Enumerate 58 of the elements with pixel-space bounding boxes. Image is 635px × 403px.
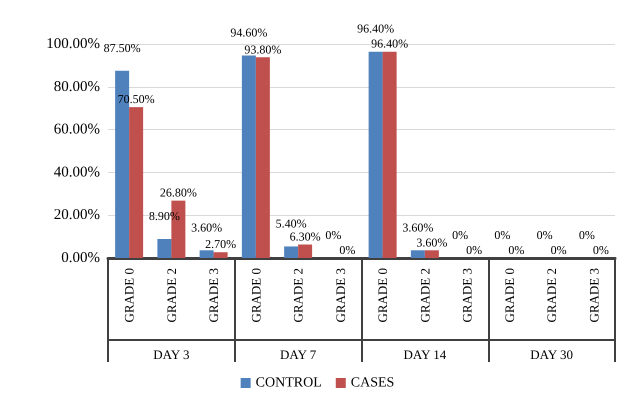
data-label: 3.60% <box>191 220 222 234</box>
data-label: 96.40% <box>357 22 394 36</box>
data-label: 93.80% <box>244 42 282 56</box>
text: DAY 7 <box>280 347 317 362</box>
y-tick-label: 80.00% <box>54 78 100 95</box>
y-tick-label: 60.00% <box>54 122 100 138</box>
y-tick-label: 0.00% <box>61 250 100 266</box>
text: DAY 3 <box>153 347 190 362</box>
legend-label: CONTROL <box>256 376 322 390</box>
data-label: 3.60% <box>416 235 448 250</box>
data-label: 0% <box>536 228 553 242</box>
bar <box>157 238 172 258</box>
data-label: 0% <box>466 243 482 257</box>
text: DAY 30 <box>530 347 573 362</box>
text: DAY 14 <box>404 347 447 362</box>
data-label: 0% <box>452 228 468 242</box>
bar <box>242 56 256 258</box>
x-tick-label: GRADE 0 <box>375 268 390 323</box>
bar <box>256 57 270 258</box>
data-label: 0% <box>508 243 524 257</box>
data-label: 0% <box>339 243 356 257</box>
x-tick-label: GRADE 0 <box>248 268 264 323</box>
data-label: 3.60% <box>402 220 434 234</box>
x-tick-label: GRADE 3 <box>586 268 602 323</box>
data-label: 26.80% <box>160 186 197 200</box>
x-tick-label: GRADE 2 <box>290 268 306 323</box>
data-label: 0% <box>578 228 595 242</box>
y-tick-label: 20.00% <box>54 207 100 224</box>
bar <box>129 107 144 258</box>
data-label: 94.60% <box>230 26 268 40</box>
y-tick-label: 100.00% <box>46 36 100 52</box>
bar <box>382 52 397 258</box>
data-label: 87.50% <box>104 40 141 55</box>
x-tick-label: GRADE 0 <box>502 268 517 323</box>
data-label: 0% <box>550 243 567 257</box>
x-tick-label: GRADE 3 <box>460 268 475 323</box>
bar <box>298 244 312 258</box>
x-tick-label: GRADE 2 <box>417 268 432 323</box>
x-tick-label: GRADE 3 <box>332 268 348 323</box>
y-tick-label: 40.00% <box>54 164 100 180</box>
data-label: 0% <box>494 228 510 242</box>
x-tick-label: GRADE 2 <box>164 268 179 323</box>
x-tick-label: GRADE 2 <box>544 268 560 323</box>
data-label: 0% <box>325 228 342 242</box>
data-label: 6.30% <box>290 230 321 244</box>
x-tick-label: GRADE 3 <box>206 268 222 323</box>
bar <box>200 250 214 258</box>
data-label: 0% <box>592 243 609 257</box>
data-label: 2.70% <box>205 237 236 252</box>
data-label: 5.40% <box>276 216 307 230</box>
data-label: 96.40% <box>371 36 408 51</box>
bar <box>424 250 439 258</box>
bar <box>214 252 228 258</box>
bar <box>368 52 383 258</box>
legend-label: CASES <box>350 376 394 390</box>
bar <box>284 246 298 258</box>
bar <box>410 250 425 258</box>
x-tick-label: GRADE 0 <box>122 268 137 323</box>
